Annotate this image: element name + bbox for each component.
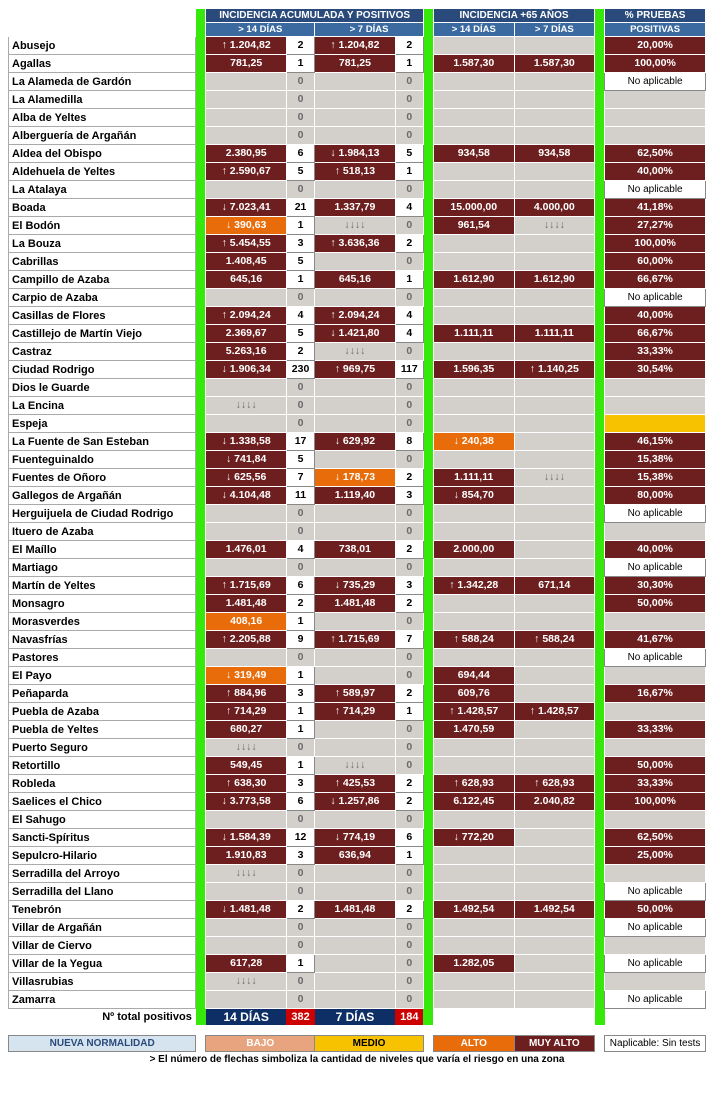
municipality-name: Sepulcro-Hilario (9, 847, 196, 865)
legend-alto: ALTO (434, 1036, 515, 1052)
municipality-name: Boada (9, 199, 196, 217)
footer-14c: 382 (286, 1009, 314, 1026)
municipality-name: Martín de Yeltes (9, 577, 196, 595)
legend-na: Naplicable: Sin tests (605, 1036, 706, 1052)
footer-14d: 14 DÍAS (206, 1009, 287, 1026)
municipality-name: Ituero de Azaba (9, 523, 196, 541)
municipality-name: Ciudad Rodrigo (9, 361, 196, 379)
municipality-name: Casillas de Flores (9, 307, 196, 325)
municipality-name: Cabrillas (9, 253, 196, 271)
municipality-name: Puebla de Yeltes (9, 721, 196, 739)
municipality-name: Fuentes de Oñoro (9, 469, 196, 487)
municipality-name: Villasrubias (9, 973, 196, 991)
municipality-name: Alba de Yeltes (9, 109, 196, 127)
municipality-name: La Alameda de Gardón (9, 73, 196, 91)
municipality-name: Martiago (9, 559, 196, 577)
footer-note: > El número de flechas simboliza la cant… (8, 1052, 706, 1065)
footer-7c: 184 (395, 1009, 423, 1026)
municipality-name: El Payo (9, 667, 196, 685)
legend-table: NUEVA NORMALIDAD BAJOMEDIO ALTOMUY ALTO Nap… (8, 1035, 706, 1052)
municipality-name: Campillo de Azaba (9, 271, 196, 289)
hdr-incidencia: INCIDENCIA ACUMULADA Y POSITIVOS (206, 9, 424, 23)
municipality-name: Aldea del Obispo (9, 145, 196, 163)
municipality-name: Castraz (9, 343, 196, 361)
municipality-name: Monsagro (9, 595, 196, 613)
municipality-name: El Bodón (9, 217, 196, 235)
legend-medio: MEDIO (315, 1036, 424, 1052)
legend-nn: NUEVA NORMALIDAD (9, 1036, 196, 1052)
municipality-name: Castillejo de Martín Viejo (9, 325, 196, 343)
municipality-name: Robleda (9, 775, 196, 793)
municipality-name: La Fuente de San Esteban (9, 433, 196, 451)
hdr-pruebas: % PRUEBAS (605, 9, 706, 23)
municipality-name: Puebla de Azaba (9, 703, 196, 721)
legend-bajo: BAJO (206, 1036, 315, 1052)
municipality-name: Retortillo (9, 757, 196, 775)
municipality-name: Fuenteguinaldo (9, 451, 196, 469)
municipality-name: Villar de la Yegua (9, 955, 196, 973)
municipality-name: Alberguería de Argañán (9, 127, 196, 145)
municipality-name: Morasverdes (9, 613, 196, 631)
municipality-name: La Alamedilla (9, 91, 196, 109)
municipality-name: Aldehuela de Yeltes (9, 163, 196, 181)
municipality-name: Agallas (9, 55, 196, 73)
municipality-name: Navasfrías (9, 631, 196, 649)
municipality-name: Villar de Argañán (9, 919, 196, 937)
municipality-name: La Encina (9, 397, 196, 415)
municipality-name: Herguijuela de Ciudad Rodrigo (9, 505, 196, 523)
municipality-name: Zamarra (9, 991, 196, 1009)
municipality-name: Serradilla del Llano (9, 883, 196, 901)
municipality-name: Peñaparda (9, 685, 196, 703)
hdr-inc65: INCIDENCIA +65 AÑOS (433, 9, 594, 23)
municipality-name: Dios le Guarde (9, 379, 196, 397)
municipality-name: Saelices el Chico (9, 793, 196, 811)
municipality-name: La Atalaya (9, 181, 196, 199)
footer-label: Nº total positivos (9, 1009, 196, 1026)
municipality-name: El Sahugo (9, 811, 196, 829)
municipality-name: Gallegos de Argañán (9, 487, 196, 505)
municipality-name: Pastores (9, 649, 196, 667)
municipality-name: Abusejo (9, 37, 196, 55)
municipality-name: Espeja (9, 415, 196, 433)
municipality-name: Serradilla del Arroyo (9, 865, 196, 883)
municipality-name: La Bouza (9, 235, 196, 253)
municipality-name: Villar de Ciervo (9, 937, 196, 955)
footer-7d: 7 DÍAS (315, 1009, 396, 1026)
municipality-name: Sancti-Spíritus (9, 829, 196, 847)
municipality-name: El Maíllo (9, 541, 196, 559)
municipality-name: Tenebrón (9, 901, 196, 919)
municipality-name: Carpio de Azaba (9, 289, 196, 307)
incidence-table: INCIDENCIA ACUMULADA Y POSITIVOS INCIDENC… (8, 8, 706, 1025)
legend-muyalto: MUY ALTO (514, 1036, 595, 1052)
municipality-name: Puerto Seguro (9, 739, 196, 757)
